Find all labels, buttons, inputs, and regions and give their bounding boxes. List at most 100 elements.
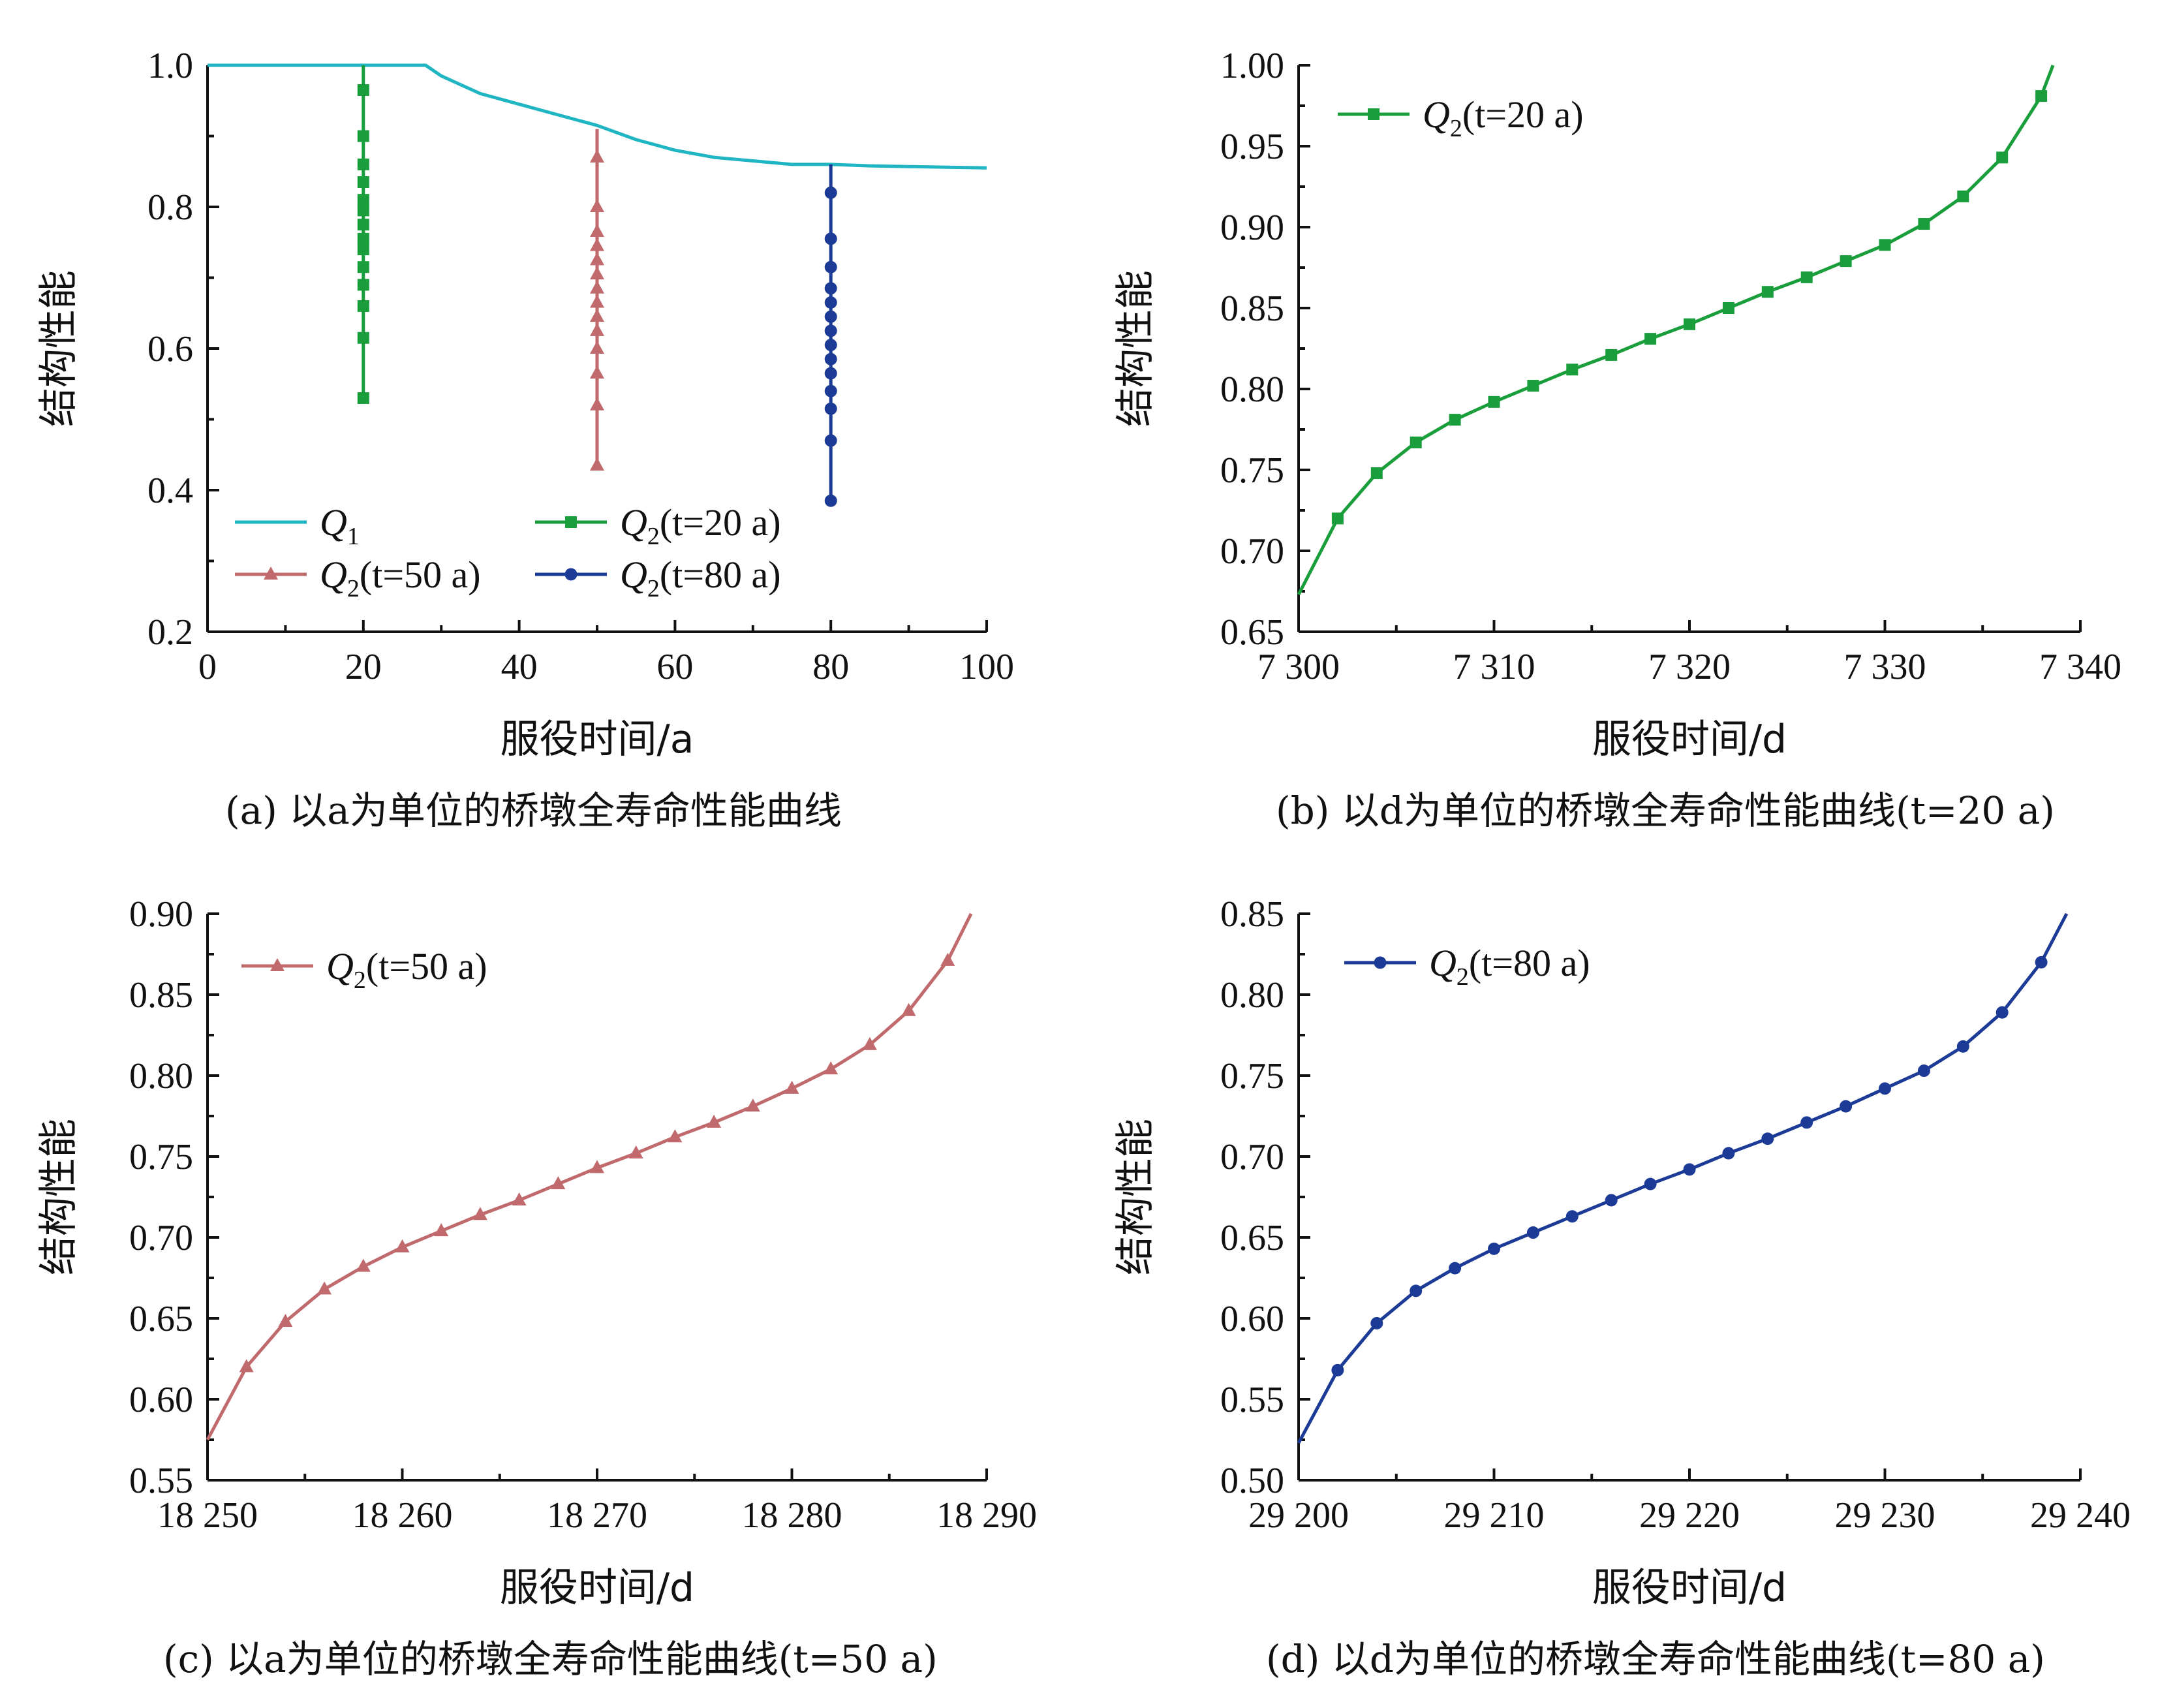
x-axis-title: 服役时间/a	[501, 717, 694, 762]
data-point	[1644, 1177, 1657, 1190]
data-point	[901, 1002, 916, 1016]
data-point	[824, 186, 837, 199]
series-line	[208, 63, 987, 170]
y-tick-label: 0.85	[1220, 894, 1284, 935]
data-point	[824, 434, 837, 447]
data-point	[395, 1239, 410, 1252]
legend-entry: Q2(t=20 a)	[535, 501, 781, 550]
data-point	[628, 1145, 643, 1159]
legend-label: Q1	[320, 501, 360, 550]
chart-a-caption: (a) 以a为单位的桥墩全寿命性能曲线	[225, 788, 842, 833]
data-point	[1527, 380, 1539, 392]
data-point	[590, 458, 604, 471]
x-axis-title: 服役时间/d	[1592, 1565, 1787, 1611]
data-point	[357, 219, 369, 231]
data-point	[1918, 218, 1930, 230]
data-point	[824, 352, 837, 365]
data-point	[1996, 1006, 2009, 1019]
data-point	[590, 365, 604, 379]
legend-marker	[565, 516, 577, 528]
legend-entry: Q1	[235, 501, 360, 550]
data-point	[1840, 1100, 1853, 1113]
chart-b-svg: 7 300 7 310 7 320 7 330 7 340 0.65 0.70 0.75 0.8…	[1113, 46, 2121, 762]
x-tick-label: 60	[656, 647, 693, 687]
data-point	[1957, 190, 1969, 202]
data-point	[1722, 1147, 1735, 1160]
y-tick-label: 0.90	[1220, 208, 1284, 248]
data-point	[1526, 1226, 1539, 1239]
data-point	[1684, 318, 1695, 330]
y-tick-label: 0.8	[147, 187, 193, 228]
x-tick-label: 7 310	[1453, 647, 1535, 687]
legend-entry: Q2(t=50 a)	[235, 553, 481, 602]
x-tick-label: 29 220	[1639, 1495, 1740, 1536]
y-tick-label: 0.70	[1220, 1137, 1284, 1177]
chart-panel-b: 7 300 7 310 7 320 7 330 7 340 0.65 0.70 0.75 0.8…	[1077, 0, 2158, 848]
data-point	[824, 310, 837, 323]
x-tick-label: 0	[198, 647, 217, 687]
series-a-2	[590, 129, 604, 471]
legend-marker	[270, 958, 285, 971]
series-line	[1297, 912, 2069, 1444]
chart-c-caption: (c) 以a为单位的桥墩全寿命性能曲线(t=50 a)	[163, 1637, 938, 1681]
y-tick-label: 0.55	[129, 1461, 193, 1501]
data-point	[1761, 286, 1774, 298]
legend-label: Q2(t=80 a)	[1429, 942, 1590, 991]
data-point	[940, 952, 955, 966]
y-tick-label: 0.80	[1220, 369, 1284, 410]
y-tick-label: 0.65	[1220, 1218, 1284, 1258]
axes-a: 0 20 40 60 80 100 0.2 0.4 0.6 0.8 1.0 服役时间/a 结构性能	[36, 46, 1014, 762]
data-point	[824, 1061, 839, 1075]
data-point	[1956, 1040, 1969, 1053]
data-point	[2035, 90, 2048, 102]
data-point	[590, 1160, 604, 1173]
data-point	[1879, 239, 1891, 251]
data-point	[1449, 414, 1461, 426]
data-point	[357, 261, 369, 273]
legend-d: Q2(t=80 a)	[1344, 942, 1590, 991]
data-point	[1566, 364, 1579, 376]
data-point	[590, 252, 604, 266]
x-tick-label: 7 330	[1844, 647, 1926, 687]
data-point	[357, 194, 369, 206]
legend-marker	[264, 567, 278, 580]
x-tick-label: 18 290	[936, 1495, 1037, 1536]
data-point	[590, 397, 604, 411]
data-point	[1605, 1194, 1618, 1207]
data-point	[551, 1176, 566, 1190]
data-point	[824, 260, 837, 273]
data-point	[707, 1114, 722, 1128]
data-point	[1331, 1363, 1344, 1376]
data-point	[357, 332, 369, 344]
y-tick-label: 0.6	[147, 329, 193, 369]
x-tick-label: 20	[345, 647, 382, 687]
series-a-1	[357, 65, 369, 404]
series-a-3	[824, 164, 837, 507]
data-point	[357, 204, 369, 217]
data-point	[317, 1281, 332, 1295]
y-tick-label: 0.70	[129, 1218, 193, 1258]
x-axis-title: 服役时间/d	[1592, 717, 1787, 762]
x-tick-label: 80	[812, 647, 849, 687]
data-point	[357, 232, 369, 245]
y-tick-label: 0.55	[1220, 1380, 1284, 1420]
chart-panel-d: 29 200 29 210 29 220 29 230 29 240 0.50 0.55 0.…	[1077, 848, 2158, 1708]
y-tick-label: 0.75	[1220, 450, 1284, 491]
chart-d-caption: (d) 以d为单位的桥墩全寿命性能曲线(t=80 a)	[1266, 1637, 2045, 1681]
y-tick-label: 0.60	[129, 1380, 193, 1420]
data-point	[590, 238, 604, 251]
data-point	[590, 341, 604, 354]
data-point	[590, 149, 604, 163]
legend-marker	[1374, 956, 1387, 969]
x-tick-label: 29 200	[1248, 1495, 1349, 1536]
data-point	[357, 84, 369, 96]
legend-entry: Q2(t=80 a)	[1344, 942, 1590, 991]
data-point	[357, 300, 369, 312]
y-tick-label: 0.85	[1220, 288, 1284, 329]
data-point	[357, 158, 369, 170]
data-point	[590, 322, 604, 336]
data-point	[357, 176, 369, 189]
x-tick-label: 18 270	[547, 1495, 647, 1536]
legend-label: Q2(t=20 a)	[620, 501, 781, 550]
legend-label: Q2(t=80 a)	[620, 553, 781, 602]
